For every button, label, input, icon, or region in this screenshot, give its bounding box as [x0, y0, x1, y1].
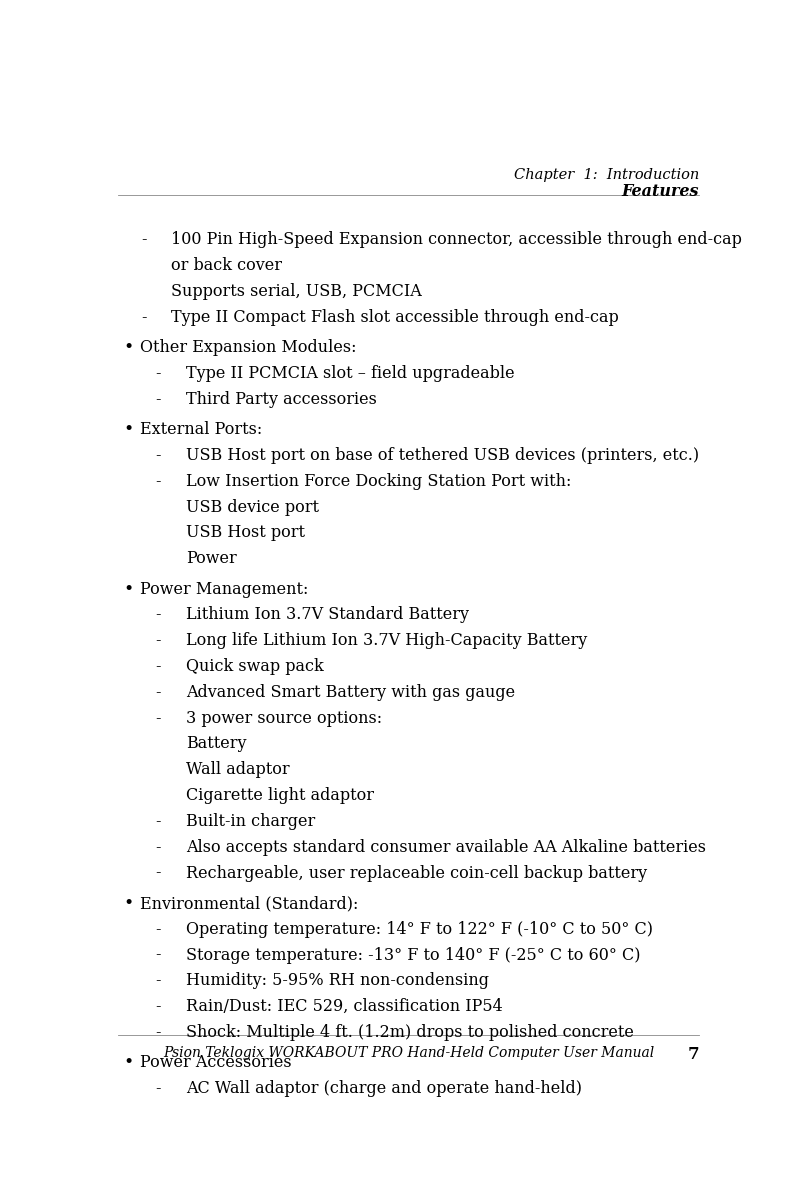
- Text: •: •: [123, 421, 133, 438]
- Text: Storage temperature: -13° F to 140° F (-25° C to 60° C): Storage temperature: -13° F to 140° F (-…: [186, 947, 641, 964]
- Text: Low Insertion Force Docking Station Port with:: Low Insertion Force Docking Station Port…: [186, 473, 571, 490]
- Text: Type II PCMCIA slot – field upgradeable: Type II PCMCIA slot – field upgradeable: [186, 365, 515, 382]
- Text: Third Party accessories: Third Party accessories: [186, 390, 377, 408]
- Text: AC Wall adaptor (charge and operate hand-held): AC Wall adaptor (charge and operate hand…: [186, 1080, 582, 1098]
- Text: Rain/Dust: IEC 529, classification IP54: Rain/Dust: IEC 529, classification IP54: [186, 998, 503, 1015]
- Text: -: -: [155, 1080, 161, 1098]
- Text: Psion Teklogix WORKABOUT PRO Hand-Held Computer User Manual: Psion Teklogix WORKABOUT PRO Hand-Held C…: [163, 1046, 654, 1061]
- Text: -: -: [155, 446, 161, 464]
- Text: -: -: [155, 972, 161, 990]
- Text: 3 power source options:: 3 power source options:: [186, 710, 383, 727]
- Text: Humidity: 5-95% RH non-condensing: Humidity: 5-95% RH non-condensing: [186, 972, 489, 990]
- Text: -: -: [155, 998, 161, 1015]
- Text: -: -: [155, 839, 161, 856]
- Text: -: -: [155, 390, 161, 408]
- Text: Supports serial, USB, PCMCIA: Supports serial, USB, PCMCIA: [171, 282, 422, 299]
- Text: -: -: [155, 920, 161, 937]
- Text: Advanced Smart Battery with gas gauge: Advanced Smart Battery with gas gauge: [186, 683, 515, 701]
- Text: Rechargeable, user replaceable coin-cell backup battery: Rechargeable, user replaceable coin-cell…: [186, 864, 647, 881]
- Text: •: •: [123, 1055, 133, 1071]
- Text: •: •: [123, 895, 133, 912]
- Text: Battery: Battery: [186, 735, 246, 753]
- Text: USB Host port on base of tethered USB devices (printers, etc.): USB Host port on base of tethered USB de…: [186, 446, 699, 464]
- Text: Chapter  1:  Introduction: Chapter 1: Introduction: [513, 168, 699, 182]
- Text: -: -: [155, 864, 161, 881]
- Text: -: -: [155, 658, 161, 675]
- Text: -: -: [141, 309, 147, 326]
- Text: Other Expansion Modules:: Other Expansion Modules:: [139, 339, 356, 356]
- Text: Power Management:: Power Management:: [139, 581, 308, 597]
- Text: -: -: [155, 632, 161, 649]
- Text: -: -: [155, 473, 161, 490]
- Text: -: -: [155, 813, 161, 830]
- Text: External Ports:: External Ports:: [139, 421, 262, 438]
- Text: Features: Features: [622, 183, 699, 200]
- Text: Operating temperature: 14° F to 122° F (-10° C to 50° C): Operating temperature: 14° F to 122° F (…: [186, 920, 653, 937]
- Text: Built-in charger: Built-in charger: [186, 813, 316, 830]
- Text: Power Accessories: Power Accessories: [139, 1055, 292, 1071]
- Text: -: -: [155, 365, 161, 382]
- Text: USB Host port: USB Host port: [186, 524, 305, 541]
- Text: -: -: [155, 607, 161, 624]
- Text: Long life Lithium Ion 3.7V High-Capacity Battery: Long life Lithium Ion 3.7V High-Capacity…: [186, 632, 587, 649]
- Text: -: -: [155, 947, 161, 964]
- Text: 7: 7: [687, 1046, 699, 1063]
- Text: Also accepts standard consumer available AA Alkaline batteries: Also accepts standard consumer available…: [186, 839, 706, 856]
- Text: 100 Pin High-Speed Expansion connector, accessible through end-cap: 100 Pin High-Speed Expansion connector, …: [171, 231, 741, 248]
- Text: Lithium Ion 3.7V Standard Battery: Lithium Ion 3.7V Standard Battery: [186, 607, 469, 624]
- Text: Wall adaptor: Wall adaptor: [186, 761, 290, 778]
- Text: Shock: Multiple 4 ft. (1.2m) drops to polished concrete: Shock: Multiple 4 ft. (1.2m) drops to po…: [186, 1023, 634, 1041]
- Text: or back cover: or back cover: [171, 257, 281, 274]
- Text: USB device port: USB device port: [186, 499, 319, 516]
- Text: -: -: [141, 231, 147, 248]
- Text: Environmental (Standard):: Environmental (Standard):: [139, 895, 358, 912]
- Text: Quick swap pack: Quick swap pack: [186, 658, 324, 675]
- Text: Power: Power: [186, 551, 237, 567]
- Text: Cigarette light adaptor: Cigarette light adaptor: [186, 788, 374, 804]
- Text: Type II Compact Flash slot accessible through end-cap: Type II Compact Flash slot accessible th…: [171, 309, 618, 326]
- Text: -: -: [155, 683, 161, 701]
- Text: -: -: [155, 1023, 161, 1041]
- Text: •: •: [123, 339, 133, 356]
- Text: -: -: [155, 710, 161, 727]
- Text: •: •: [123, 581, 133, 597]
